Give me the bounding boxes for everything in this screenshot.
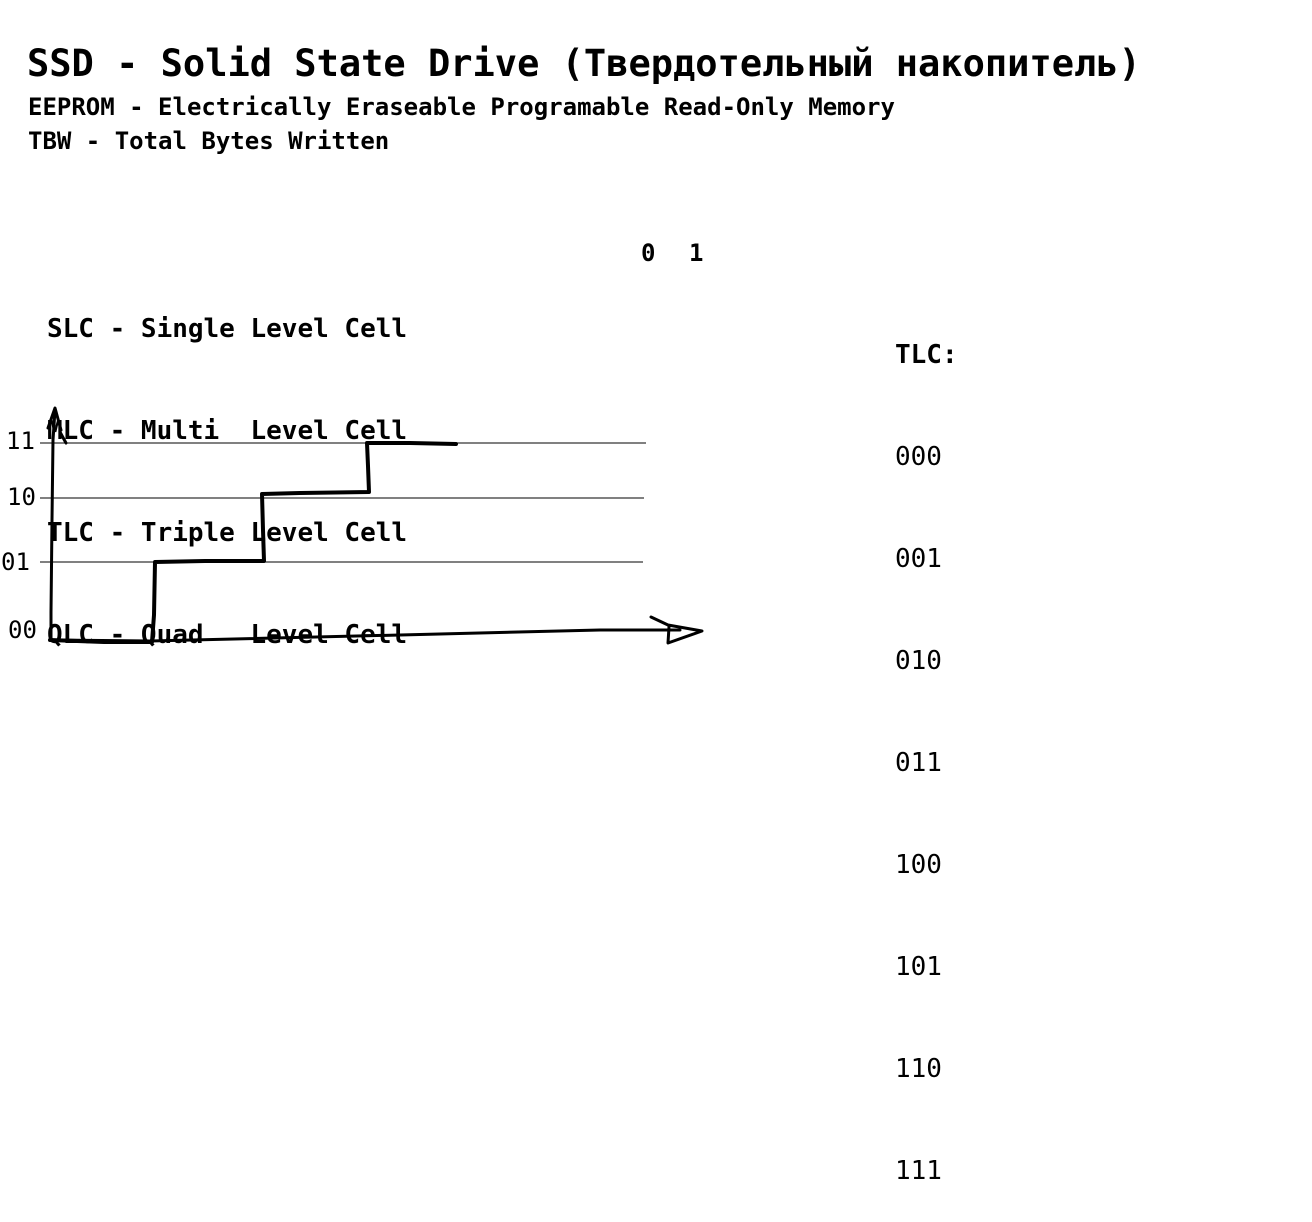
page-title: SSD - Solid State Drive (Твердотельный н… xyxy=(27,42,1141,85)
tlc-code: 000 xyxy=(895,442,942,472)
tlc-code: 001 xyxy=(895,544,942,574)
y-axis-arrow-icon xyxy=(46,406,68,445)
tlc-code: 100 xyxy=(895,850,942,880)
cell-type-slc: SLC - Single Level Cell xyxy=(47,314,408,344)
tlc-code: 111 xyxy=(895,1156,942,1186)
level-label-01: 01 xyxy=(1,548,30,576)
staircase-signal xyxy=(48,441,458,644)
bit-one: 1 xyxy=(689,239,704,267)
definition-tbw: TBW - Total Bytes Written xyxy=(28,127,390,155)
x-axis xyxy=(48,628,682,643)
y-axis xyxy=(49,408,57,642)
voltage-level-diagram xyxy=(40,406,704,645)
tlc-code: 011 xyxy=(895,748,942,778)
cell-type-list: SLC - Single Level Cell MLC - Multi Leve… xyxy=(47,244,407,686)
tlc-code: 010 xyxy=(895,646,942,676)
tlc-code: 110 xyxy=(895,1054,942,1084)
tlc-code: 101 xyxy=(895,952,942,982)
bit-zero: 0 xyxy=(641,239,656,267)
level-label-11: 11 xyxy=(6,427,35,455)
x-axis-arrow-icon xyxy=(649,615,704,645)
level-label-10: 10 xyxy=(7,483,36,511)
tlc-title: TLC: xyxy=(895,340,958,370)
definition-eeprom: EEPROM - Electrically Eraseable Programa… xyxy=(28,93,895,121)
level-label-00: 00 xyxy=(8,616,37,644)
